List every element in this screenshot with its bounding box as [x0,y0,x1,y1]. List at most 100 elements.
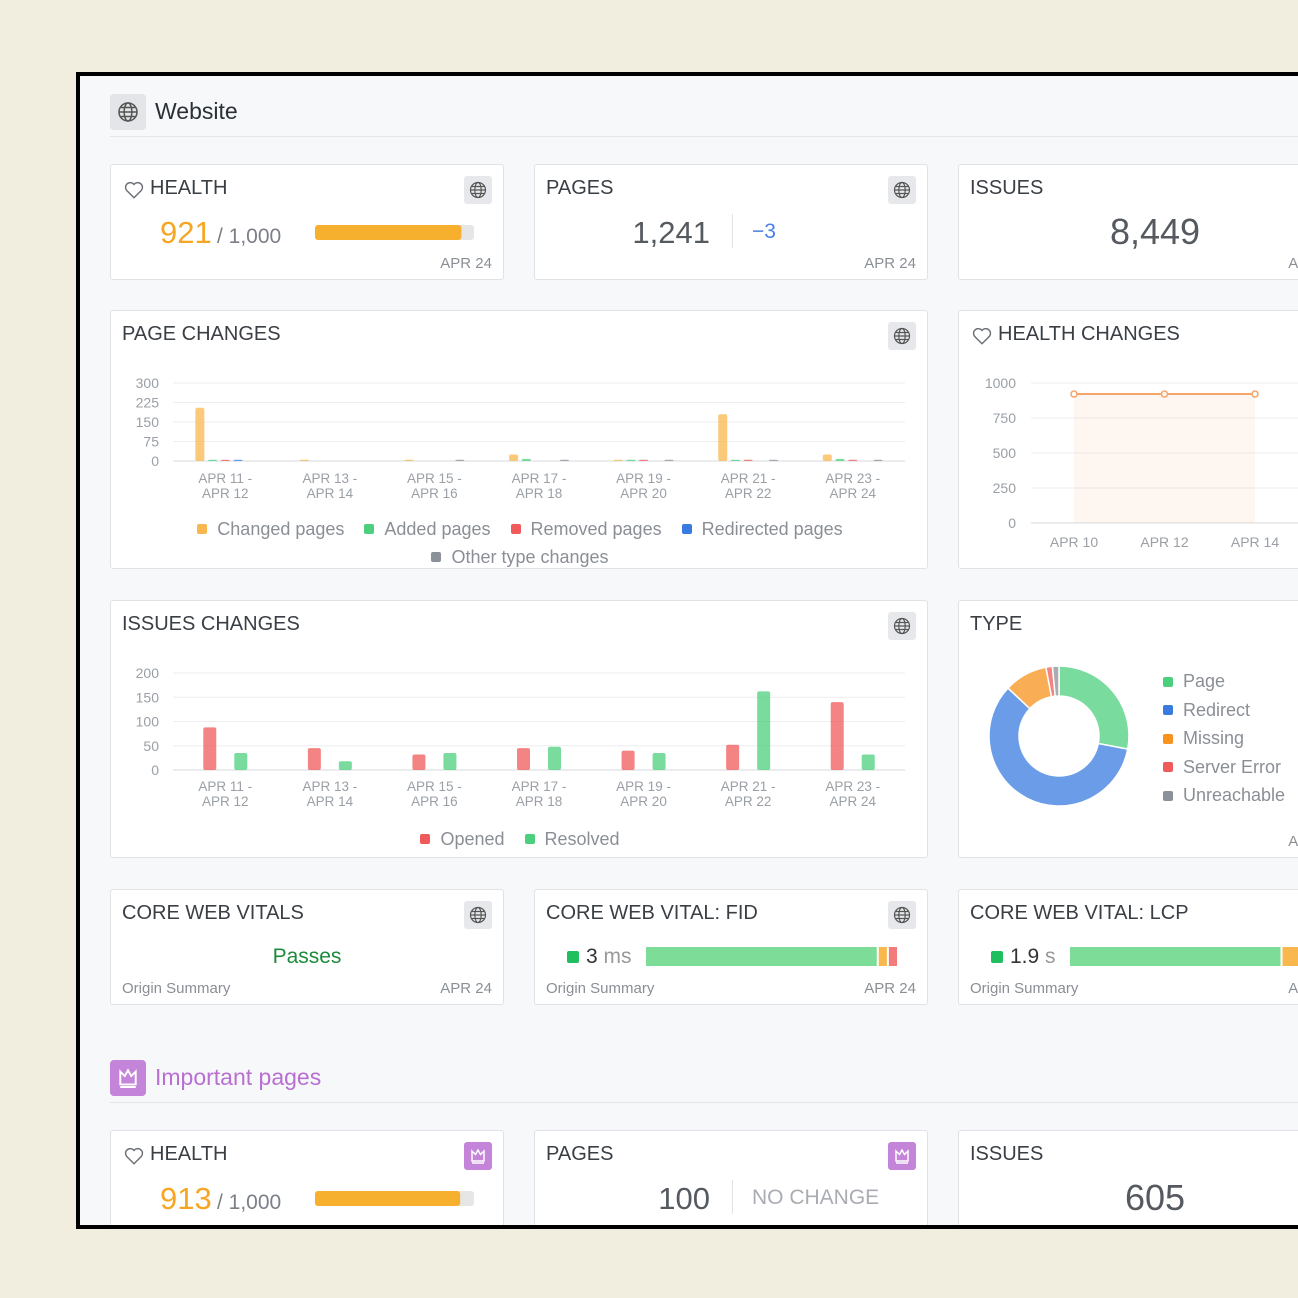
bar [757,691,771,770]
y-tick-label: 150 [136,689,160,705]
card-title: ISSUES CHANGES [122,613,300,635]
donut-slice [988,687,1129,807]
legend-swatch [1163,676,1173,687]
bar [822,454,832,461]
legend-item: Redirect [1163,700,1250,721]
footer: Origin Summary [970,980,1079,997]
legend-label: Server Error [1183,756,1282,777]
bar [652,753,666,770]
health-scale: / 1,000 [217,1191,282,1214]
issues-card: ISSUES 8,449 APR 24 [958,164,1298,280]
unit: s [1045,945,1056,968]
divider [732,214,733,248]
legend-item: Redirected pages [681,515,843,543]
divider [110,1102,1298,1103]
bar [412,754,426,770]
legend-item: Changed pages [197,515,344,543]
card-title: PAGE CHANGES [122,323,281,345]
globe-icon [888,901,916,929]
issues-card: ISSUES 605 [958,1130,1298,1225]
pages-card: PAGES 1,241 −3 APR 24 [534,164,928,280]
bar [307,748,321,770]
bar-segment [1282,947,1298,966]
status-square [991,951,1003,963]
bar [509,454,519,461]
section-title: Website [155,98,238,124]
value: 1.9 [1010,945,1040,968]
pages-change: −3 [752,220,776,243]
legend-item: Missing [1163,728,1244,749]
pages-count: 100 [658,1181,710,1216]
page-changes-card: PAGE CHANGES 0 75 150 225 300 APR 11 - APR 12… [110,310,928,569]
globe-icon [110,94,146,130]
issues-changes-card: ISSUES CHANGES 0 50 100 150 200 APR 11 - APR … [110,600,928,858]
y-tick-label: 75 [143,434,159,450]
globe-icon [464,901,492,929]
legend-item: Opened [420,825,505,853]
legend-swatch [681,524,692,534]
x-tick-label: APR 13 - APR 14 [302,471,358,501]
bar [769,459,779,461]
globe-icon [888,176,916,204]
value: 3 [586,945,598,968]
legend-item: Server Error [1163,757,1281,778]
chart-plot: 0 250 500 750 1000 APR 10 APR 12 APR 14 [985,375,1298,550]
x-tick-label: APR 23 - APR 24 [825,471,881,501]
heart-icon [972,327,992,345]
bar-segment [878,947,887,966]
bar [517,748,530,770]
bar [338,761,352,770]
y-tick-label: 300 [136,375,160,391]
crown-icon [110,1060,146,1096]
y-tick-label: 50 [143,738,159,754]
y-tick-label: 0 [151,453,159,469]
y-tick-label: 0 [1008,515,1016,531]
bar [404,459,414,461]
x-tick-label: APR 19 - APR 20 [616,471,671,501]
legend-item: Resolved [524,825,620,853]
y-tick-label: 1000 [985,375,1016,391]
lcp-card: CORE WEB VITAL: LCP 1.9 s Origin Summary… [958,889,1298,1005]
type-card: TYPE APR 24 Page Redirect Missing Server Er… [958,600,1298,858]
heart-icon [124,181,144,199]
bar [521,458,531,461]
bar [848,459,858,461]
date: APR 24 [864,255,916,272]
bar [718,414,728,461]
x-tick-label: APR 21 - APR 22 [720,779,776,809]
globe-icon [464,176,492,204]
y-tick-label: 0 [151,762,159,778]
dashboard: Website HEALTH 921 / 1,000 APR 24 PAGES … [76,72,1298,1229]
y-tick-label: 225 [136,395,160,411]
bar [873,459,883,461]
x-tick-label: APR 13 - APR 14 [302,779,358,809]
bar [233,459,243,461]
y-tick-label: 200 [136,665,160,681]
legend-swatch [1163,705,1173,715]
health-card: HEALTH 913 / 1,000 [110,1130,504,1225]
card-title: HEALTH [150,177,228,199]
pages-change: NO CHANGE [752,1186,880,1209]
x-tick-label: APR 11 - APR 12 [198,471,253,501]
x-tick-label: APR 14 [1231,534,1279,550]
bar [730,459,740,461]
bar [195,407,205,461]
vital-value: 3 ms [586,945,632,969]
legend-swatch [524,834,535,844]
health-score: 913 [160,1181,212,1216]
card-title: ISSUES [970,1143,1044,1165]
donut-slice [1051,665,1060,697]
bar [743,459,753,461]
donut-slice [1058,665,1130,750]
bar [861,754,875,770]
chart-plot: 0 50 100 150 200 [136,665,905,778]
footer: Origin Summary [546,980,655,997]
legend-label: Page [1183,671,1226,691]
legend-item: Unreachable [1163,785,1285,806]
bar [299,459,309,461]
bar [203,727,217,770]
x-tick-label: APR 17 - APR 18 [511,471,567,501]
bar [548,746,561,770]
section-title: Important pages [155,1064,322,1090]
